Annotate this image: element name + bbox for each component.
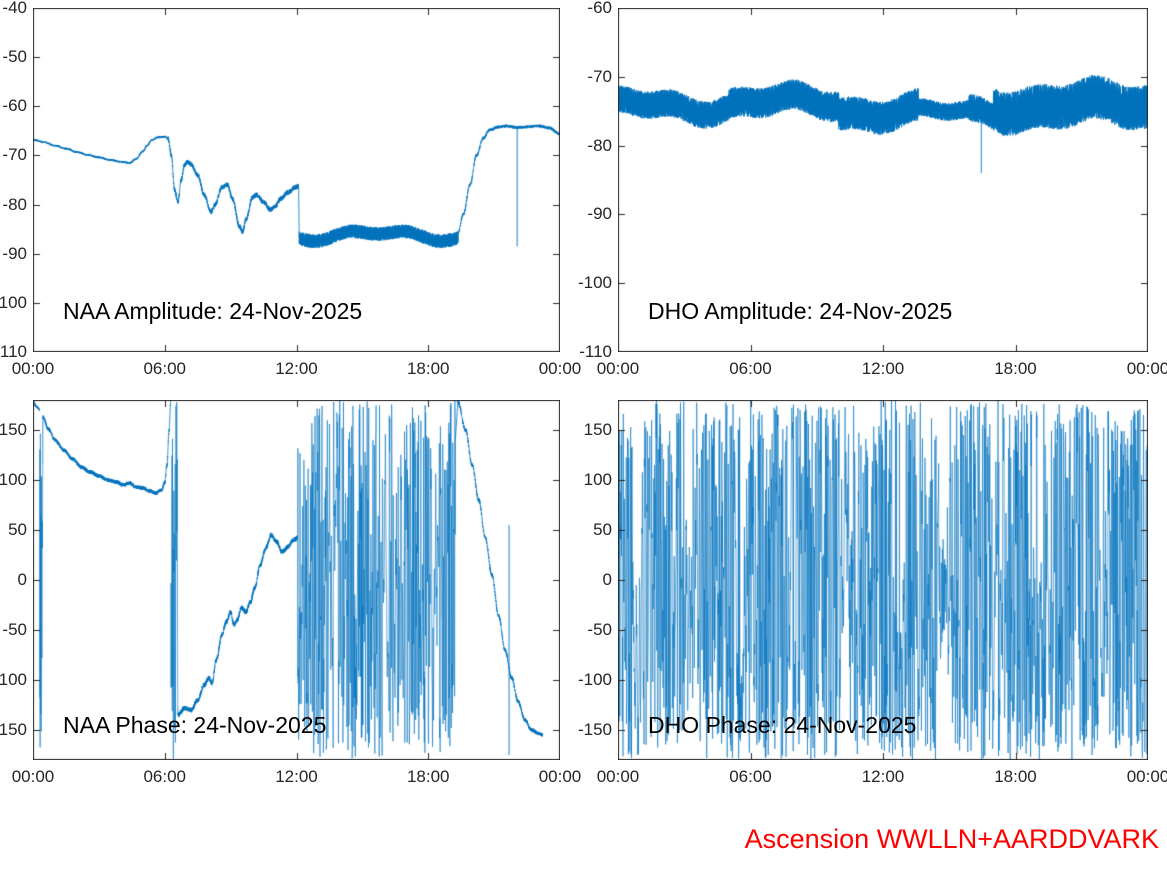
- x-tick-label-dho-phase: 12:00: [861, 767, 905, 786]
- chart-title-dho-amplitude: DHO Amplitude: 24-Nov-2025: [648, 298, 953, 324]
- y-tick-label-dho-phase: 150: [583, 420, 612, 439]
- y-tick-label-naa-amplitude: -100: [0, 292, 27, 312]
- y-tick-label-naa-phase: 0: [17, 570, 27, 589]
- y-tick-label-naa-amplitude: -80: [2, 194, 27, 214]
- y-tick-label-dho-amplitude: -60: [587, 0, 612, 17]
- chart-canvas-naa-amplitude: [33, 8, 560, 352]
- y-tick-label-dho-phase: -100: [577, 670, 612, 689]
- y-tick-label-naa-phase: -50: [2, 620, 27, 639]
- y-tick-label-naa-amplitude: -110: [0, 342, 27, 361]
- x-tick-label-naa-amplitude: 00:00: [538, 359, 582, 378]
- y-tick-label-dho-amplitude: -70: [587, 66, 612, 86]
- x-tick-label-dho-phase: 00:00: [596, 767, 640, 786]
- y-tick-label-naa-phase: -150: [0, 720, 27, 739]
- y-tick-label-dho-phase: 50: [593, 520, 612, 539]
- x-tick-label-naa-amplitude: 12:00: [275, 359, 318, 378]
- y-tick-label-naa-phase: 150: [0, 420, 27, 439]
- x-tick-label-naa-amplitude: 00:00: [11, 359, 55, 378]
- y-tick-label-naa-amplitude: -70: [2, 145, 27, 165]
- chart-title-naa-phase: NAA Phase: 24-Nov-2025: [63, 712, 327, 738]
- y-tick-label-naa-amplitude: -50: [2, 47, 27, 67]
- chart-title-dho-phase: DHO Phase: 24-Nov-2025: [648, 712, 917, 738]
- x-tick-label-dho-phase: 00:00: [1126, 767, 1167, 786]
- y-tick-label-naa-amplitude: -40: [2, 0, 27, 17]
- x-tick-label-dho-amplitude: 12:00: [861, 359, 905, 378]
- y-tick-label-dho-phase: 0: [602, 570, 612, 589]
- x-tick-label-naa-phase: 06:00: [143, 767, 187, 786]
- y-tick-label-dho-amplitude: -80: [587, 135, 612, 155]
- y-tick-label-dho-phase: -150: [577, 720, 612, 739]
- x-tick-label-naa-amplitude: 06:00: [143, 359, 187, 378]
- chart-title-naa-amplitude: NAA Amplitude: 24-Nov-2025: [63, 298, 363, 324]
- x-tick-label-naa-amplitude: 18:00: [406, 359, 450, 378]
- y-tick-label-dho-phase: -50: [587, 620, 612, 639]
- x-tick-label-dho-amplitude: 00:00: [1126, 359, 1167, 378]
- x-tick-label-naa-phase: 00:00: [538, 767, 582, 786]
- x-tick-label-naa-phase: 12:00: [275, 767, 318, 786]
- y-tick-label-naa-phase: 50: [8, 520, 27, 539]
- y-tick-label-dho-amplitude: -110: [579, 342, 612, 361]
- y-tick-label-naa-amplitude: -60: [2, 96, 27, 116]
- x-tick-label-naa-phase: 18:00: [406, 767, 450, 786]
- x-tick-label-dho-phase: 18:00: [994, 767, 1037, 786]
- x-tick-label-naa-phase: 00:00: [11, 767, 55, 786]
- x-tick-label-dho-amplitude: 00:00: [596, 359, 640, 378]
- x-tick-label-dho-amplitude: 06:00: [729, 359, 772, 378]
- y-tick-label-dho-amplitude: -100: [577, 273, 612, 293]
- y-tick-label-dho-amplitude: -90: [587, 204, 612, 224]
- y-tick-label-naa-phase: 100: [0, 470, 27, 489]
- chart-canvas-dho-amplitude: [618, 8, 1148, 352]
- y-tick-label-naa-phase: -100: [0, 670, 27, 689]
- chart-canvas-dho-phase: [618, 400, 1148, 760]
- y-tick-label-dho-phase: 100: [583, 470, 612, 489]
- figure-caption: Ascension WWLLN+AARDDVARK: [744, 824, 1159, 854]
- x-tick-label-dho-amplitude: 18:00: [994, 359, 1037, 378]
- chart-canvas-naa-phase: [33, 400, 560, 760]
- y-tick-label-naa-amplitude: -90: [2, 243, 27, 263]
- x-tick-label-dho-phase: 06:00: [729, 767, 772, 786]
